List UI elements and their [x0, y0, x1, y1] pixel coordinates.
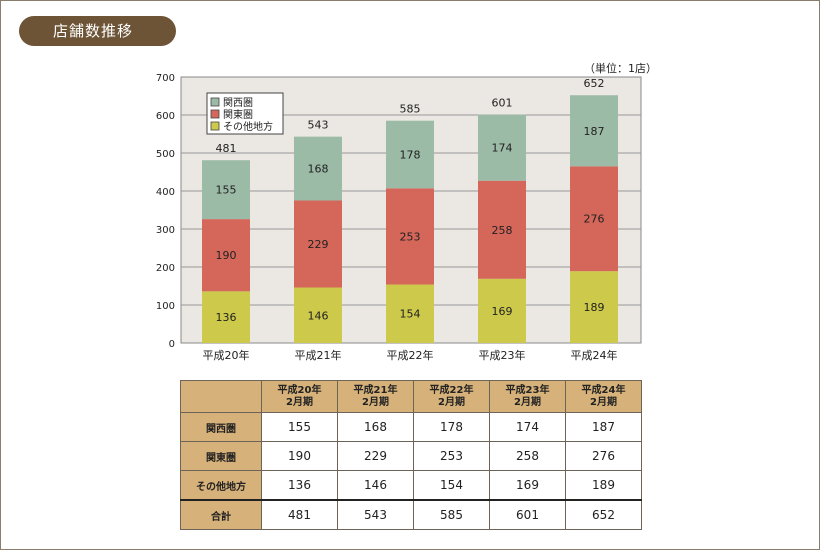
bar-value-label: 178: [400, 149, 421, 162]
table-cell: 190: [261, 441, 338, 471]
bar-segment: [478, 180, 526, 279]
unit-label: （単位：1店）: [584, 62, 657, 75]
table-row-label: 関東圏: [180, 441, 262, 471]
table-header-col: 平成21年 2月期: [337, 380, 414, 413]
table-row: 関東圏 190 229 253 258 276: [180, 441, 642, 471]
table-header-col: 平成20年 2月期: [261, 380, 338, 413]
table-cell: 187: [565, 412, 642, 442]
bar-segment: [202, 291, 250, 343]
table-cell: 543: [337, 499, 414, 530]
bar-segment: [294, 200, 342, 288]
y-tick-label: 600: [156, 111, 175, 122]
table-cell: 585: [413, 499, 490, 530]
bar-value-label: 136: [216, 311, 237, 324]
bar-value-label: 155: [216, 184, 237, 197]
bar-segment: [570, 271, 618, 343]
x-tick-label: 平成24年: [571, 348, 618, 362]
bar-segment: [294, 136, 342, 201]
table-cell: 169: [489, 470, 566, 501]
table-cell: 146: [337, 470, 414, 501]
table-cell: 189: [565, 470, 642, 501]
x-tick-label: 平成23年: [479, 348, 526, 362]
bar-segment: [386, 120, 434, 189]
y-tick-label: 200: [156, 263, 175, 274]
bar-value-label: 229: [308, 238, 329, 251]
bar-value-label: 146: [308, 309, 329, 322]
table-header-col: 平成23年 2月期: [489, 380, 566, 413]
bar-total-label: 601: [492, 97, 513, 110]
table-cell: 154: [413, 470, 490, 501]
table-cell: 155: [261, 412, 338, 442]
bar-value-label: 154: [400, 308, 421, 321]
bar-total-label: 652: [584, 77, 605, 90]
stacked-bar-chart: 0 100 200 300 400 500 600 700 136 190 155 481 146 22…: [156, 73, 642, 362]
table-total-row: 合計 481 543 585 601 652: [180, 499, 642, 530]
bar-segment: [478, 114, 526, 181]
x-tick-label: 平成20年: [203, 348, 250, 362]
legend-swatch: [210, 97, 220, 107]
bar-total-label: 543: [308, 119, 329, 132]
table-row: 関西圏 155 168 178 174 187: [180, 412, 642, 442]
table-cell: 652: [565, 499, 642, 530]
bar-segment: [478, 278, 526, 343]
bar-value-label: 168: [308, 163, 329, 176]
bar-segment: [386, 284, 434, 343]
bar-value-label: 169: [492, 305, 513, 318]
table-cell: 481: [261, 499, 338, 530]
table-cell: 136: [261, 470, 338, 501]
bar-value-label: 174: [492, 142, 513, 155]
legend-label: 関東圏: [223, 108, 253, 121]
bar-value-label: 187: [584, 125, 605, 138]
y-tick-label: 100: [156, 301, 175, 312]
table-row: その他地方 136 146 154 169 189: [180, 470, 642, 501]
y-tick-label: 500: [156, 149, 175, 160]
table-header-col: 平成22年 2月期: [413, 380, 490, 413]
y-tick-label: 300: [156, 225, 175, 236]
table-cell: 601: [489, 499, 566, 530]
table-cell: 229: [337, 441, 414, 471]
bar-value-label: 190: [216, 249, 237, 262]
table-cell: 258: [489, 441, 566, 471]
data-table: 平成20年 2月期 平成21年 2月期 平成22年 2月期 平成23年 2月期 平成24…: [180, 380, 642, 530]
table-cell: 178: [413, 412, 490, 442]
table-header-col: 平成24年 2月期: [565, 380, 642, 413]
bar-segment: [202, 219, 250, 292]
legend-label: 関西圏: [223, 97, 253, 109]
legend-swatch: [210, 121, 220, 131]
bar-value-label: 253: [400, 230, 421, 243]
table-corner: [180, 380, 262, 413]
section-title: 店舗数推移: [19, 16, 176, 46]
table-row-label: その他地方: [180, 470, 262, 501]
bar-segment: [294, 287, 342, 343]
bar-segment: [570, 95, 618, 167]
y-tick-label: 0: [169, 339, 175, 350]
bar-segment: [570, 166, 618, 272]
bar-segment: [202, 160, 250, 220]
table-row-label: 関西圏: [180, 412, 262, 442]
bar-value-label: 189: [584, 301, 605, 314]
bar-total-label: 481: [216, 142, 237, 155]
bar-segment: [386, 188, 434, 285]
bar-total-label: 585: [400, 103, 421, 116]
table-cell: 276: [565, 441, 642, 471]
x-tick-label: 平成22年: [387, 348, 434, 362]
bar-value-label: 258: [492, 224, 513, 237]
bar-value-label: 276: [584, 213, 605, 226]
legend-label: その他地方: [223, 120, 273, 133]
table-cell: 253: [413, 441, 490, 471]
table-cell: 174: [489, 412, 566, 442]
table-cell: 168: [337, 412, 414, 442]
x-tick-label: 平成21年: [295, 348, 342, 362]
table-row-label: 合計: [180, 499, 262, 530]
legend-box: [206, 92, 284, 135]
y-tick-label: 400: [156, 187, 175, 198]
table-header-row: 平成20年 2月期 平成21年 2月期 平成22年 2月期 平成23年 2月期 平成24…: [180, 380, 642, 413]
legend-swatch: [210, 109, 220, 119]
y-tick-label: 700: [156, 73, 175, 84]
